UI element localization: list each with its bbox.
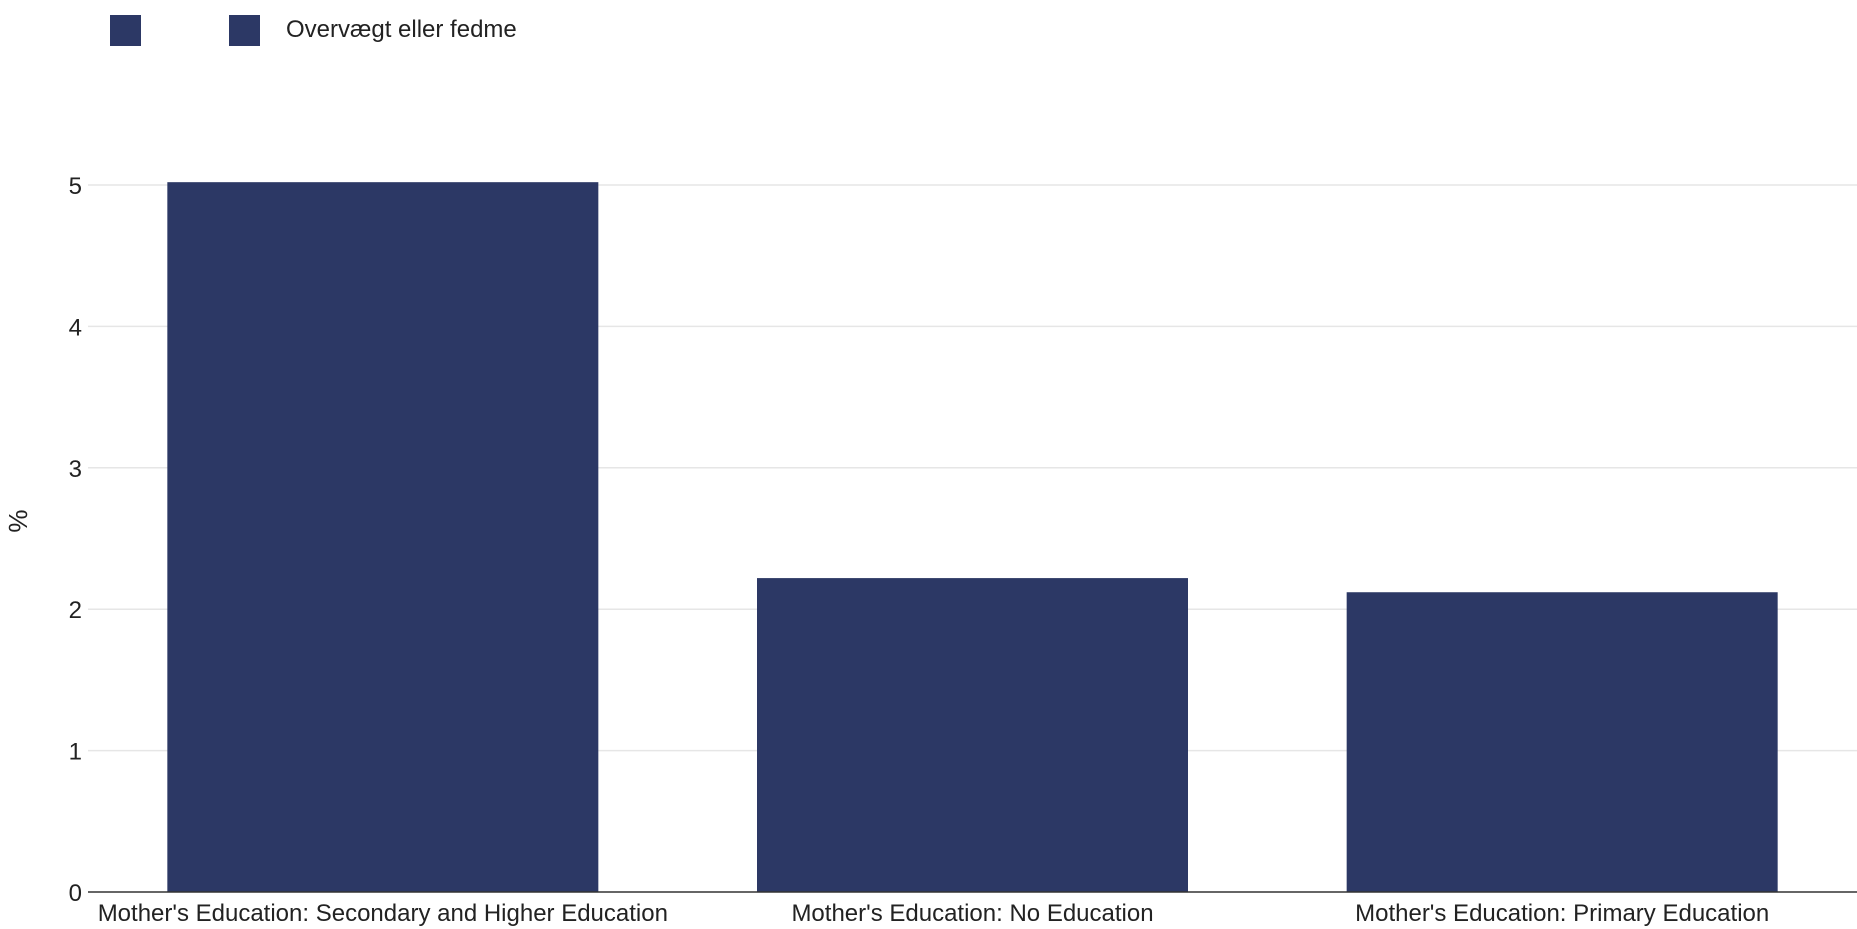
bar (1346, 592, 1778, 892)
bar (757, 578, 1188, 892)
y-tick-label: 0 (69, 880, 82, 907)
x-tick-label: Mother's Education: Secondary and Higher… (98, 900, 668, 927)
x-tick-label: Mother's Education: Primary Education (1355, 900, 1769, 927)
y-tick-label: 2 (69, 597, 82, 624)
legend-swatch (110, 14, 141, 46)
y-tick-label: 5 (69, 173, 82, 200)
legend: Overvægt eller fedme (110, 14, 579, 46)
bars (167, 182, 1778, 892)
bar (167, 182, 599, 892)
legend-label: Overvægt eller fedme (286, 16, 517, 43)
y-axis-label: % (3, 509, 33, 532)
x-tick-label: Mother's Education: No Education (791, 900, 1153, 927)
legend-swatch (229, 14, 260, 46)
y-tick-label: 4 (69, 314, 82, 341)
y-tick-label: 1 (69, 739, 82, 766)
legend-item[interactable] (110, 14, 167, 46)
axes: 0 1 2 3 4 5 Mother's Education: Secondary and … (69, 173, 1857, 927)
y-tick-label: 3 (69, 456, 82, 483)
legend-item[interactable]: Overvægt eller fedme (229, 14, 517, 46)
